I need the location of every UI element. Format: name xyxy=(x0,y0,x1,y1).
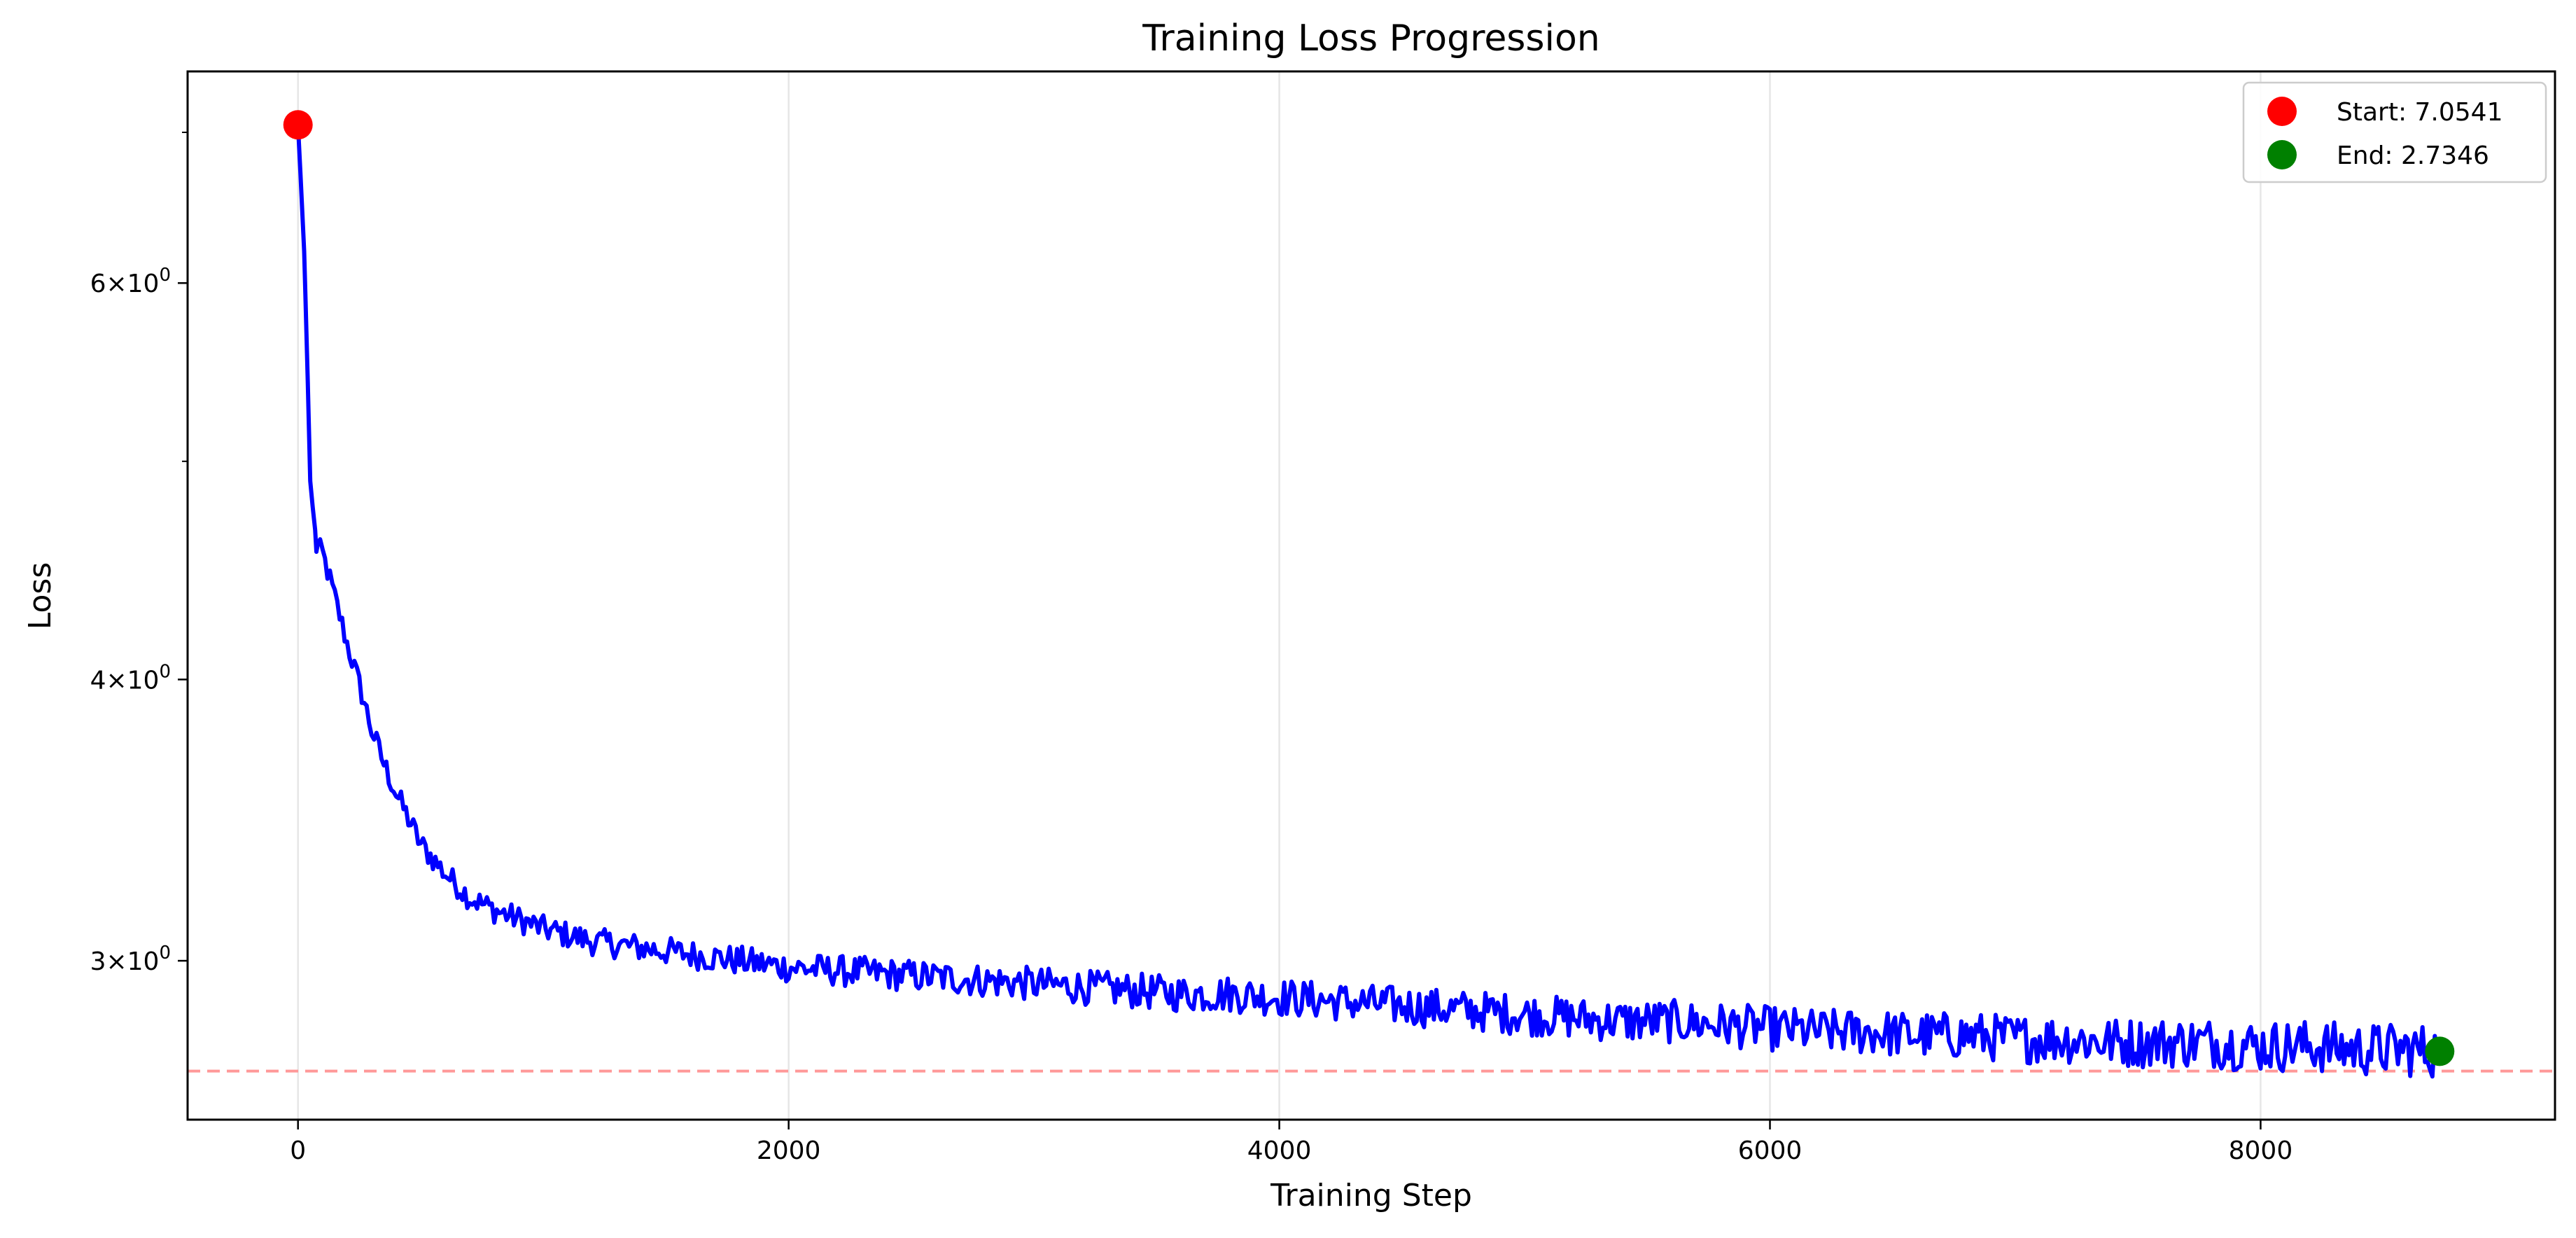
y-tick-times: × xyxy=(106,666,127,695)
chart-title: Training Loss Progression xyxy=(1142,18,1600,60)
legend-marker xyxy=(2267,97,2297,126)
legend-label: Start: 7.0541 xyxy=(2337,98,2502,127)
x-tick-label: 6000 xyxy=(1738,1136,1802,1165)
marker-layer xyxy=(283,110,2455,1066)
y-tick-base: 6 xyxy=(90,270,106,298)
y-tick-ten: 10 xyxy=(127,947,160,976)
x-axis-label: Training Step xyxy=(1270,1178,1472,1213)
legend-label: End: 2.7346 xyxy=(2337,141,2489,170)
y-tick-exponent: 0 xyxy=(159,943,171,964)
y-tick-base: 3 xyxy=(90,947,106,976)
legend: Start: 7.0541 End: 2.7346 xyxy=(2242,81,2547,183)
y-axis-label: Loss xyxy=(22,562,58,630)
y-tick-label: 6×100 xyxy=(90,265,171,298)
legend-entries: Start: 7.0541 End: 2.7346 xyxy=(2267,97,2502,170)
y-tick-exponent: 0 xyxy=(159,265,171,286)
y-tick-label: 4×100 xyxy=(90,661,171,695)
start-point-marker xyxy=(283,110,313,140)
end-point-marker xyxy=(2425,1036,2455,1066)
grid xyxy=(297,71,2262,1120)
y-tick-times: × xyxy=(106,270,127,298)
x-axis-ticks: 0 2000 4000 6000 8000 xyxy=(290,1120,2292,1165)
x-tick-label: 0 xyxy=(290,1136,306,1165)
y-tick-exponent: 0 xyxy=(159,661,171,682)
x-tick-label: 8000 xyxy=(2229,1136,2293,1165)
loss-series-line xyxy=(295,125,2440,1079)
x-tick-label: 4000 xyxy=(1247,1136,1312,1165)
x-tick-label: 2000 xyxy=(757,1136,821,1165)
y-tick-ten: 10 xyxy=(127,666,160,695)
y-tick-times: × xyxy=(106,947,127,976)
legend-box xyxy=(2242,81,2547,183)
series-layer xyxy=(295,125,2440,1079)
y-tick-base: 4 xyxy=(90,666,106,695)
legend-marker xyxy=(2267,140,2297,169)
plot-area-frame xyxy=(186,70,2556,1121)
y-tick-ten: 10 xyxy=(127,270,160,298)
y-tick-label: 3×100 xyxy=(90,943,171,976)
